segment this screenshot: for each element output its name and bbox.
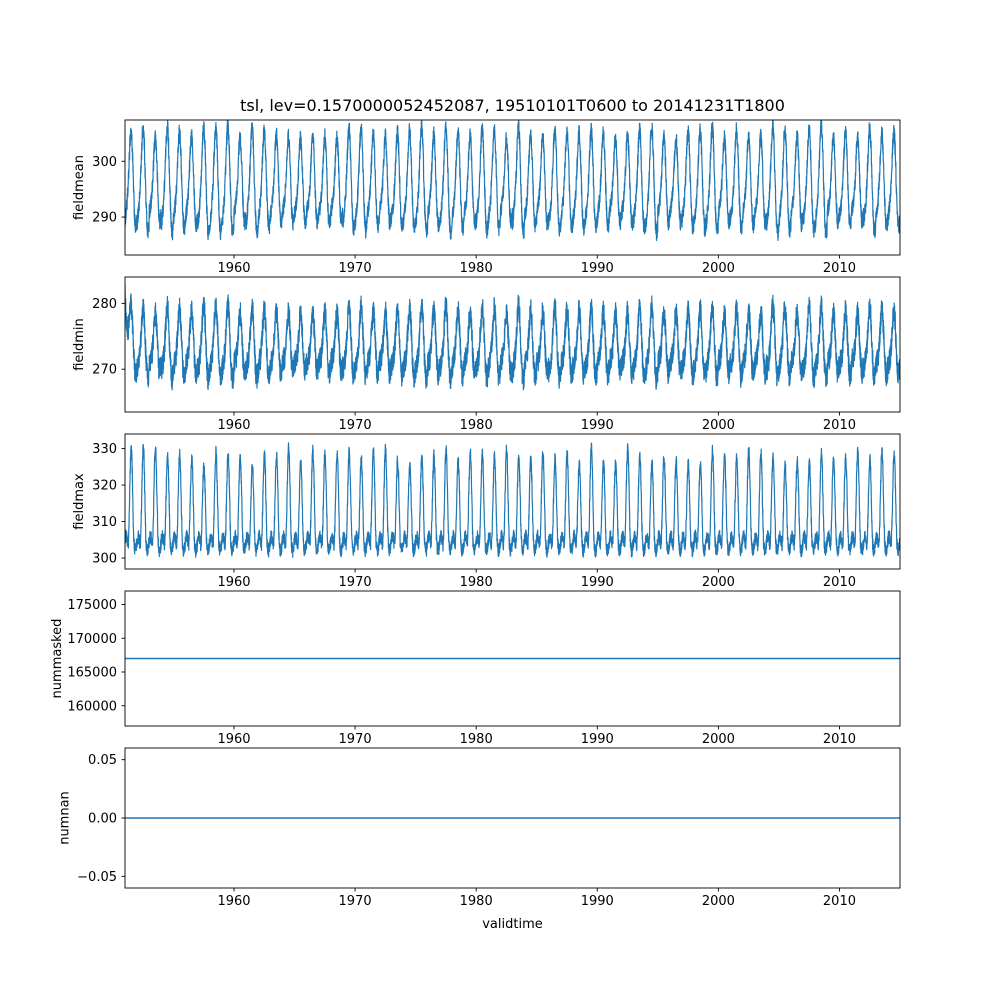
x-tick-label: 1970 (339, 894, 372, 909)
x-tick-label: 1990 (581, 575, 614, 590)
x-tick-label: 1980 (460, 894, 493, 909)
y-tick-label: 0.05 (88, 753, 117, 768)
y-axis-label-fieldmin: fieldmin (72, 318, 87, 371)
x-tick-label: 2010 (823, 894, 856, 909)
axes-frame (124, 433, 901, 570)
x-tick-label: 2000 (702, 894, 735, 909)
subplot-fieldmean: 290 300 1960 1970 1980 1990 2000 2010 fieldmean (72, 119, 901, 276)
subplot-fieldmax: 300 310 320 330 1960 1970 1980 1990 2000 2010 fiel… (72, 433, 901, 590)
series-line-fieldmin (125, 284, 900, 391)
axes-frame (124, 276, 901, 413)
x-tick-label: 1970 (339, 575, 372, 590)
x-tick-label: 2000 (702, 732, 735, 747)
subplot-numnan: −0.05 0.00 0.05 1960 1970 1980 1990 2000 2010 num… (58, 747, 901, 909)
x-tick-label: 1980 (460, 575, 493, 590)
y-axis-label-numnan: numnan (58, 791, 73, 845)
y-axis-label-fieldmax: fieldmax (72, 473, 87, 530)
axes-frame (124, 590, 901, 727)
x-tick-label: 1960 (217, 418, 250, 433)
x-tick-label: 1960 (217, 261, 250, 276)
x-tick-label: 1960 (217, 894, 250, 909)
x-tick-label: 1990 (581, 261, 614, 276)
y-axis-label-fieldmean: fieldmean (72, 155, 87, 220)
x-tick-label: 1980 (460, 732, 493, 747)
x-axis-label: validtime (482, 917, 543, 932)
x-tick-label: 1970 (339, 732, 372, 747)
y-tick-label: 310 (92, 515, 117, 530)
x-tick-label: 2010 (823, 418, 856, 433)
y-tick-label: 290 (92, 211, 117, 226)
y-tick-label: 300 (92, 552, 117, 567)
x-tick-label: 2000 (702, 261, 735, 276)
figure-title: tsl, lev=0.1570000052452087, 19510101T06… (240, 96, 785, 115)
x-tick-label: 1960 (217, 732, 250, 747)
y-tick-label: 170000 (67, 632, 117, 647)
x-tick-label: 2010 (823, 261, 856, 276)
y-tick-label: 320 (92, 479, 117, 494)
x-tick-label: 2000 (702, 575, 735, 590)
y-tick-label: −0.05 (77, 870, 117, 885)
x-tick-label: 1990 (581, 894, 614, 909)
series-line-fieldmax (125, 442, 900, 558)
x-tick-label: 1970 (339, 418, 372, 433)
y-tick-label: 300 (92, 155, 117, 170)
x-tick-label: 1960 (217, 575, 250, 590)
y-tick-label: 160000 (67, 699, 117, 714)
x-tick-label: 1970 (339, 261, 372, 276)
x-tick-label: 1980 (460, 418, 493, 433)
y-tick-label: 270 (92, 363, 117, 378)
y-tick-label: 280 (92, 297, 117, 312)
y-tick-label: 175000 (67, 598, 117, 613)
subplot-fieldmin: 270 280 1960 1970 1980 1990 2000 2010 fieldmin (72, 276, 901, 433)
y-axis-label-nummasked: nummasked (50, 619, 65, 699)
series-line-fieldmean (125, 120, 900, 242)
x-tick-label: 2010 (823, 575, 856, 590)
x-tick-label: 2000 (702, 418, 735, 433)
y-tick-label: 165000 (67, 666, 117, 681)
x-tick-label: 2010 (823, 732, 856, 747)
x-tick-label: 1980 (460, 261, 493, 276)
y-tick-label: 330 (92, 442, 117, 457)
subplot-nummasked: 160000 165000 170000 175000 1960 1970 1980 1990… (50, 590, 901, 747)
axes-frame (124, 119, 901, 256)
x-tick-label: 1990 (581, 418, 614, 433)
x-tick-label: 1990 (581, 732, 614, 747)
y-tick-label: 0.00 (88, 812, 117, 827)
